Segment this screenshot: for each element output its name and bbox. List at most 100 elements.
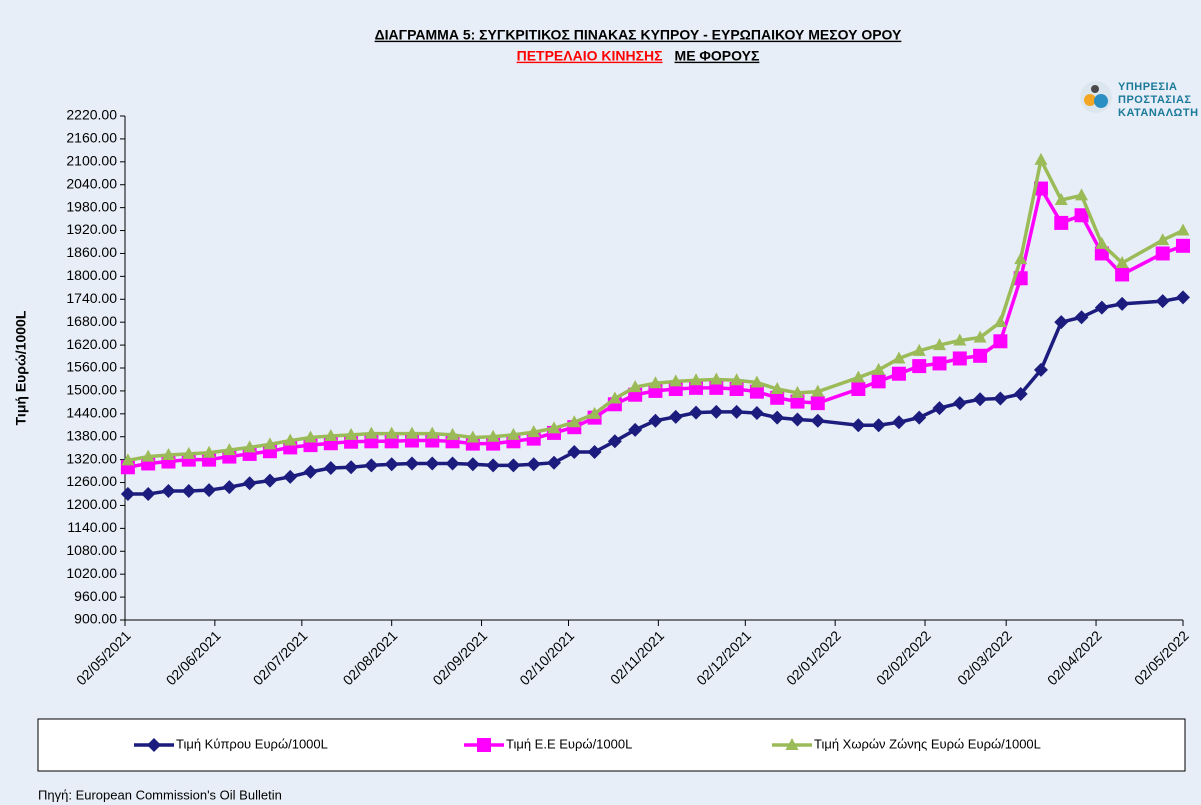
marker (243, 440, 257, 453)
y-tick-label: 1440.00 (66, 405, 117, 421)
x-tick-label: 02/11/2021 (607, 627, 667, 687)
logo-text: ΠΡΟΣΤΑΣΙΑΣ (1118, 94, 1192, 106)
y-tick-label: 1800.00 (66, 267, 117, 283)
source-note: Πηγή: European Commission's Oil Bulletin (38, 787, 282, 802)
marker (182, 446, 196, 459)
marker (181, 483, 196, 498)
marker (283, 469, 298, 484)
marker (1054, 315, 1069, 330)
series (120, 181, 1190, 475)
marker (404, 456, 419, 471)
marker (912, 343, 926, 356)
y-tick-label: 1560.00 (66, 359, 117, 375)
marker (263, 437, 277, 450)
marker (607, 434, 622, 449)
marker (147, 738, 161, 752)
marker (1094, 246, 1109, 261)
logo-icon (1084, 94, 1096, 106)
marker (1176, 223, 1190, 236)
marker (567, 415, 581, 428)
logo-icon (1091, 85, 1099, 93)
x-tick-label: 02/06/2021 (163, 627, 224, 688)
y-tick-label: 1860.00 (66, 244, 117, 260)
y-tick-label: 1260.00 (66, 473, 117, 489)
marker (749, 384, 764, 399)
x-tick-label: 02/05/2021 (73, 627, 134, 688)
marker (546, 455, 561, 470)
marker (1074, 208, 1089, 223)
marker (709, 404, 724, 419)
marker (933, 338, 947, 351)
marker (588, 406, 602, 419)
marker (405, 426, 419, 439)
marker (993, 315, 1007, 328)
marker (790, 394, 805, 409)
marker (120, 487, 135, 501)
legend-label: Τιμή Χωρών Ζώνης Ευρώ Ευρώ/1000L (814, 736, 1041, 751)
marker (668, 409, 683, 424)
y-tick-label: 1320.00 (66, 450, 117, 466)
marker (477, 738, 491, 752)
x-tick-label: 02/04/2022 (1044, 627, 1105, 688)
marker (952, 396, 967, 411)
marker (689, 373, 703, 386)
marker (304, 430, 318, 443)
marker (1054, 193, 1068, 205)
marker (1033, 362, 1048, 377)
x-tick-label: 02/10/2021 (516, 627, 577, 688)
y-tick-label: 1200.00 (66, 496, 117, 512)
marker (669, 374, 683, 387)
legend-label: Τιμή Κύπρου Ευρώ/1000L (176, 736, 328, 751)
y-tick-label: 1380.00 (66, 427, 117, 443)
marker (770, 410, 785, 425)
marker (871, 418, 886, 433)
marker (1155, 246, 1170, 261)
marker (506, 427, 520, 440)
marker (851, 418, 866, 433)
subtitle-part: ΠΕΤΡΕΛΑΙΟ ΚΙΝΗΣΗΣ (517, 48, 663, 64)
marker (141, 449, 155, 462)
marker (364, 426, 378, 439)
marker (486, 458, 501, 473)
marker (912, 359, 927, 374)
y-tick-label: 1740.00 (66, 290, 117, 306)
y-tick-label: 900.00 (74, 611, 117, 627)
marker (222, 443, 236, 456)
marker (161, 483, 176, 498)
marker (750, 375, 764, 388)
x-tick-label: 02/01/2022 (783, 627, 844, 688)
marker (790, 385, 804, 398)
marker (628, 422, 643, 437)
marker (222, 480, 237, 495)
series (120, 290, 1190, 501)
marker (749, 406, 764, 421)
y-tick-label: 1140.00 (67, 519, 117, 535)
marker (810, 413, 825, 428)
subtitle: ΠΕΤΡΕΛΑΙΟ ΚΙΝΗΣΗΣ ΜΕ ΦΟΡΟΥΣ (517, 48, 760, 64)
x-tick-label: 02/12/2021 (693, 627, 754, 688)
y-tick-label: 2220.00 (66, 107, 117, 123)
marker (872, 362, 886, 375)
marker (262, 473, 277, 488)
marker (932, 401, 947, 416)
marker (466, 430, 480, 443)
legend-label: Τιμή Ε.Ε Ευρώ/1000L (506, 736, 632, 751)
marker (1156, 233, 1170, 246)
marker (871, 374, 886, 389)
marker (973, 348, 988, 363)
x-tick-label: 02/02/2022 (873, 627, 934, 688)
y-tick-label: 1080.00 (66, 542, 117, 558)
marker (770, 390, 785, 405)
marker (283, 433, 297, 446)
marker (425, 426, 439, 439)
marker (446, 427, 460, 440)
marker (932, 356, 947, 371)
marker (1176, 290, 1190, 305)
marker (785, 738, 799, 750)
x-tick-label: 02/07/2021 (250, 627, 311, 688)
y-tick-label: 1500.00 (66, 382, 117, 398)
marker (851, 370, 865, 383)
y-tick-label: 2040.00 (66, 175, 117, 191)
